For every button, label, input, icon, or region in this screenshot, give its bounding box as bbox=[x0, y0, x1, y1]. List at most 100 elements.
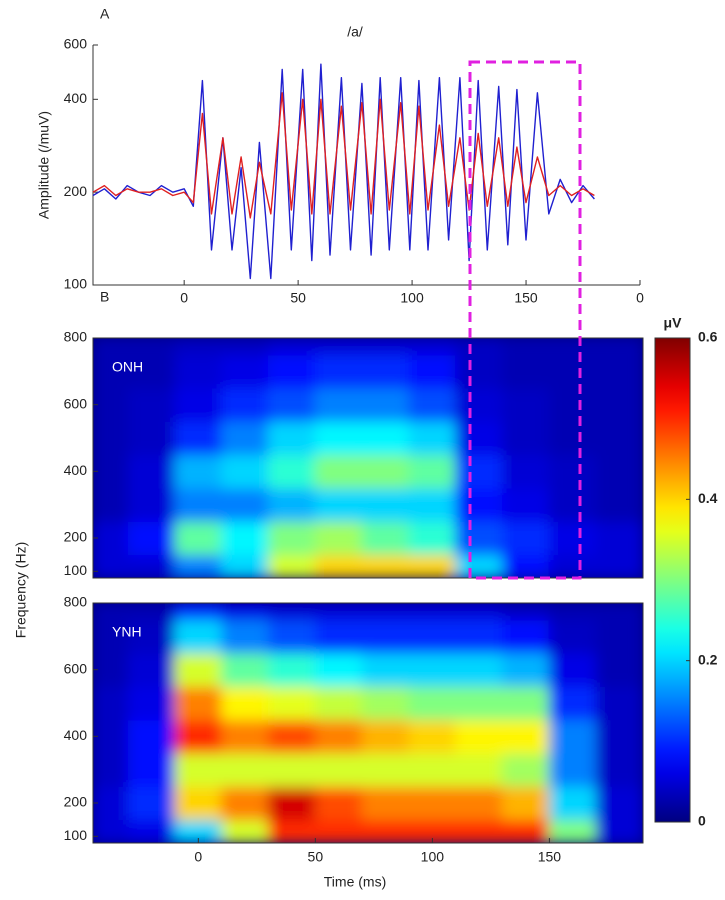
y-tick-label: 100 bbox=[64, 562, 88, 578]
heatmap-cell bbox=[361, 603, 410, 621]
heatmap-cell bbox=[268, 338, 316, 356]
heatmap-cell bbox=[174, 420, 223, 456]
heatmap-cell bbox=[408, 685, 457, 721]
heatmap-cell bbox=[174, 619, 223, 654]
heatmap-cell bbox=[455, 420, 504, 456]
colorbar-label: μV bbox=[664, 315, 683, 331]
plot-frame bbox=[92, 337, 644, 579]
heatmap-cell bbox=[174, 785, 223, 821]
heatmap-cell bbox=[93, 685, 129, 721]
heatmap-cell bbox=[174, 354, 223, 389]
heatmap-cell bbox=[502, 338, 550, 356]
heatmap-cell bbox=[455, 338, 504, 356]
heatmap-cell bbox=[314, 685, 363, 721]
heatmap-cell bbox=[502, 420, 550, 456]
heatmap-cell bbox=[455, 752, 504, 787]
heatmap-cell bbox=[268, 420, 316, 456]
panel-title: YNH bbox=[112, 624, 142, 640]
heatmap-cell bbox=[314, 338, 363, 356]
heatmap-cell bbox=[502, 785, 550, 821]
heatmap-cell bbox=[314, 520, 363, 556]
heatmap-cell bbox=[595, 603, 643, 621]
heatmap-cell bbox=[174, 338, 223, 356]
heatmap-cell bbox=[595, 520, 643, 556]
heatmap-cell bbox=[314, 387, 363, 422]
heatmap-cell bbox=[174, 819, 223, 843]
heatmap-cell bbox=[93, 387, 129, 422]
heatmap-cell bbox=[548, 685, 597, 721]
heatmap-cell bbox=[93, 785, 129, 821]
heatmap-cell bbox=[268, 619, 316, 654]
heatmap-cell bbox=[455, 652, 504, 687]
heatmap-cell bbox=[502, 454, 550, 489]
heatmap-cell bbox=[221, 420, 270, 456]
x-tick-label: 150 bbox=[514, 290, 538, 306]
heatmap-cell bbox=[548, 652, 597, 687]
y-axis-label: Frequency (Hz) bbox=[13, 542, 29, 638]
heatmap-cell bbox=[268, 554, 316, 578]
heatmap-cell bbox=[408, 752, 457, 787]
heatmap-cell bbox=[127, 520, 176, 556]
heatmap-cell bbox=[595, 685, 643, 721]
heatmap-cell bbox=[93, 554, 129, 578]
heatmap-cell bbox=[127, 338, 176, 356]
heatmap-cell bbox=[408, 652, 457, 687]
heatmap-cell bbox=[408, 554, 457, 578]
heatmap-cell bbox=[408, 487, 457, 522]
heatmap-cell bbox=[455, 619, 504, 654]
x-tick-label: 150 bbox=[538, 849, 562, 865]
heatmap-cell bbox=[502, 652, 550, 687]
heatmap-cell bbox=[455, 785, 504, 821]
x-tick-label: 0 bbox=[636, 290, 644, 306]
heatmap-cell bbox=[361, 454, 410, 489]
colorbar bbox=[654, 337, 691, 823]
panel-label: B bbox=[100, 289, 109, 305]
y-tick-label: 600 bbox=[64, 36, 88, 52]
heatmap-cell bbox=[361, 354, 410, 389]
y-tick-label: 800 bbox=[64, 329, 88, 345]
heatmap-cell bbox=[268, 752, 316, 787]
heatmap-cell bbox=[221, 454, 270, 489]
heatmap-cell bbox=[595, 387, 643, 422]
heatmap-cell bbox=[361, 685, 410, 721]
heatmap-cells bbox=[93, 338, 643, 578]
heatmap-cell bbox=[595, 338, 643, 356]
heatmap-cell bbox=[221, 554, 270, 578]
heatmap-cell bbox=[268, 520, 316, 556]
highlight-box bbox=[468, 60, 582, 580]
waveform bbox=[92, 92, 595, 219]
heatmap-cell bbox=[548, 752, 597, 787]
heatmap-cell bbox=[221, 520, 270, 556]
heatmap-cell bbox=[361, 652, 410, 687]
heatmap-cell bbox=[93, 420, 129, 456]
heatmap-cell bbox=[595, 652, 643, 687]
heatmap-cell bbox=[221, 603, 270, 621]
heatmap-cell bbox=[221, 819, 270, 843]
x-tick-label: 100 bbox=[400, 290, 424, 306]
heatmap-cell bbox=[127, 487, 176, 522]
heatmap-cell bbox=[408, 819, 457, 843]
colorbar-tick-label: 0.6 bbox=[698, 329, 718, 345]
heatmap-cell bbox=[127, 652, 176, 687]
heatmap-cell bbox=[595, 619, 643, 654]
y-tick-label: 100 bbox=[64, 276, 88, 292]
heatmap-cell bbox=[268, 387, 316, 422]
heatmap-cell bbox=[502, 387, 550, 422]
heatmap-cell bbox=[455, 520, 504, 556]
heatmap-cell bbox=[314, 603, 363, 621]
heatmap-cell bbox=[221, 354, 270, 389]
heatmap-cell bbox=[502, 719, 550, 754]
heatmap-cell bbox=[93, 487, 129, 522]
heatmap-cell bbox=[361, 554, 410, 578]
heatmap-cell bbox=[595, 354, 643, 389]
heatmap-cell bbox=[361, 420, 410, 456]
heatmap-cell bbox=[221, 685, 270, 721]
heatmap-cell bbox=[502, 487, 550, 522]
y-tick-label: 600 bbox=[64, 395, 88, 411]
heatmap-cell bbox=[361, 487, 410, 522]
heatmap-cell bbox=[502, 685, 550, 721]
y-tick-label: 200 bbox=[64, 529, 88, 545]
heatmap-cell bbox=[268, 487, 316, 522]
y-tick-label: 200 bbox=[64, 794, 88, 810]
